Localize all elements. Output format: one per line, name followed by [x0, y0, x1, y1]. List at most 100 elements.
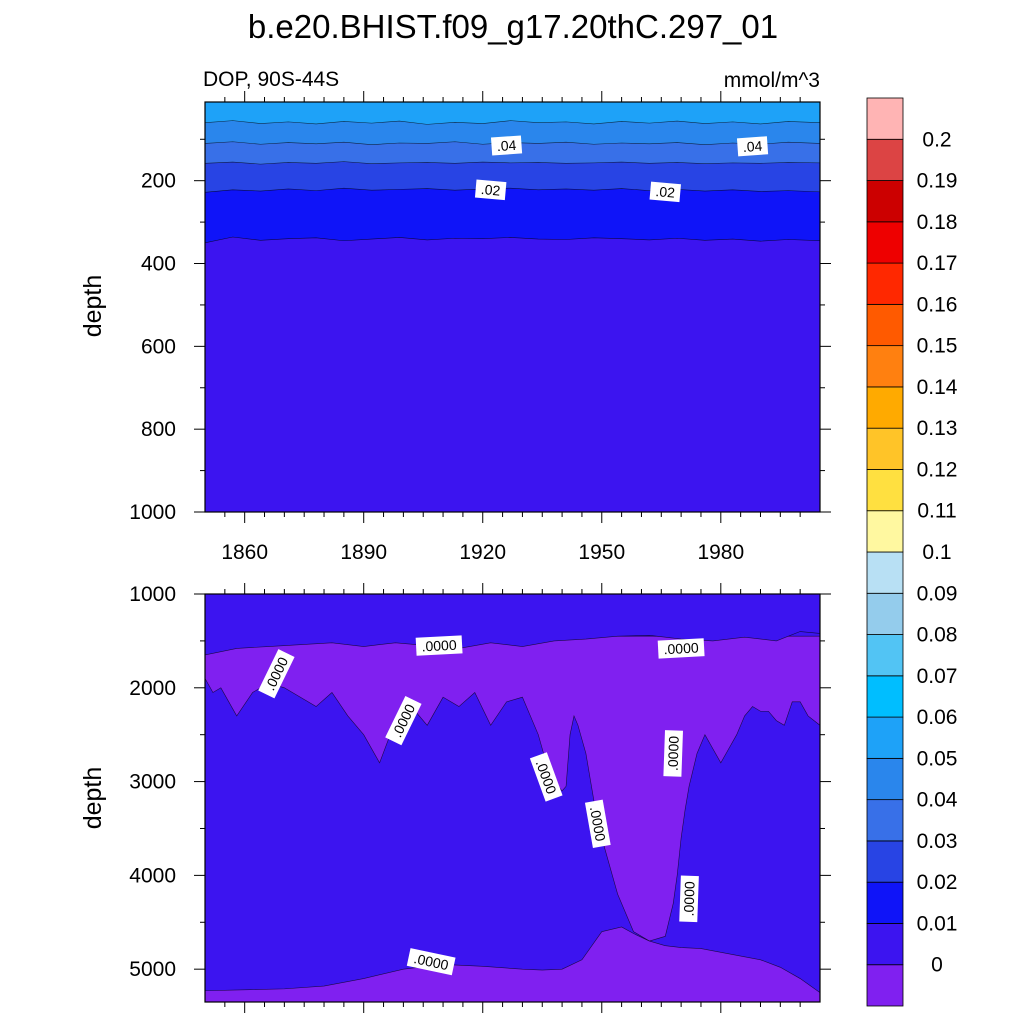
colorbar-label: 0.02 — [917, 871, 958, 894]
contour-band — [205, 102, 820, 125]
y-tick-label: 1000 — [129, 583, 176, 606]
y-tick-label: 3000 — [129, 771, 176, 794]
colorbar-swatch — [866, 551, 904, 594]
contour-label: .02 — [474, 179, 507, 201]
contour-region — [205, 594, 820, 656]
panel-fill — [205, 594, 820, 1002]
contour-label-text: .0000 — [587, 805, 609, 842]
colorbar-swatch — [866, 303, 904, 347]
plot-frame — [204, 593, 821, 1003]
colorbar-label: 0.12 — [917, 458, 958, 481]
colorbar-label: 0.09 — [917, 582, 958, 605]
panel-1: .04 .04 .02 .02 1860 1890 1920 1950 1980 200 400 60… — [129, 91, 831, 564]
colorbar-label: 0.03 — [917, 830, 958, 853]
colorbar-swatch — [866, 469, 904, 512]
y-tick-label: 5000 — [129, 958, 176, 981]
colorbar-label: 0.18 — [917, 211, 958, 234]
contour-region — [205, 926, 820, 1002]
contour-label-box — [679, 875, 699, 923]
colorbar-label: 0.16 — [917, 293, 958, 316]
panel-fill — [205, 102, 820, 512]
contour-label: .04 — [736, 136, 769, 157]
contour-label-text: .0000 — [412, 950, 450, 973]
colorbar-swatch — [866, 386, 904, 429]
contour-label-box — [584, 799, 611, 849]
colorbar-label: 0.05 — [917, 747, 958, 770]
y-tick-label: 800 — [141, 418, 176, 441]
contour-line — [205, 236, 820, 244]
contour-label-text: .0000 — [421, 637, 457, 655]
contour-label-box — [490, 135, 523, 156]
contour-label-box — [406, 948, 456, 976]
top-panel-subtitle-left: DOP, 90S-44S — [203, 68, 339, 91]
contour-label: .0000 — [406, 948, 456, 976]
contour-label-box — [657, 638, 705, 659]
contour-region — [205, 635, 820, 942]
colorbar-label: 0.1 — [922, 541, 951, 564]
colorbar-swatch — [866, 799, 904, 842]
colorbar-swatch — [866, 262, 904, 305]
contour-label-text: .02 — [655, 183, 676, 201]
contour-label-text: .0000 — [663, 639, 699, 657]
y-tick-label: 2000 — [129, 677, 176, 700]
colorbar-label: 0.15 — [917, 335, 958, 358]
chart-title: b.e20.BHIST.f09_g17.20thC.297_01 — [248, 8, 778, 45]
y-tick-label: 400 — [141, 253, 176, 276]
colorbar-swatch — [866, 345, 904, 388]
colorbar-swatch — [866, 634, 904, 677]
contour-label: .0000 — [415, 635, 463, 656]
colorbar-swatch — [866, 221, 904, 264]
colorbar-swatch — [866, 923, 904, 966]
contour-label-text: .0000 — [680, 881, 697, 917]
colorbar-legend: 0 0.01 0.02 0.03 0.04 0.05 0.06 0.07 0.08 0.09 0.1… — [866, 97, 958, 1007]
colorbar-label: 0.19 — [917, 170, 958, 193]
plot-frame — [204, 101, 821, 513]
colorbar-swatch — [866, 97, 904, 140]
colorbar-label: 0.04 — [917, 789, 958, 812]
colorbar-label: 0.17 — [917, 252, 958, 275]
colorbar-label: 0.01 — [917, 912, 958, 935]
colorbar-label: 0.08 — [917, 624, 958, 647]
colorbar-swatch — [866, 716, 904, 759]
x-tick-label: 1980 — [697, 541, 744, 564]
y-tick-label: 200 — [141, 170, 176, 193]
contour-label-text: .04 — [742, 138, 763, 155]
colorbar-label: 0.2 — [922, 128, 951, 151]
y-tick-label: 1000 — [129, 501, 176, 524]
y-tick-label: 4000 — [129, 864, 176, 887]
contour-label-box — [649, 181, 681, 203]
contour-label: .02 — [649, 181, 681, 203]
contour-label: .04 — [490, 135, 523, 156]
colorbar-label: 0.13 — [917, 417, 958, 440]
colorbar-swatch — [866, 592, 904, 635]
contour-label: .0000 — [663, 730, 683, 777]
contour-label-text: .02 — [480, 181, 501, 199]
panel-2: .0000.0000.0000.0000.0000.0000.0000.0000… — [129, 583, 831, 1013]
colorbar-swatch — [866, 510, 904, 553]
contour-label: .0000 — [657, 638, 705, 659]
top-panel-ylabel: depth — [79, 275, 107, 338]
colorbar-label: 0.07 — [917, 665, 958, 688]
x-tick-label: 1920 — [459, 541, 506, 564]
colorbar-label: 0.14 — [917, 376, 958, 399]
contour-label-text: .0000 — [665, 735, 682, 771]
colorbar-swatch — [866, 840, 904, 883]
colorbar-label: 0.06 — [917, 706, 958, 729]
colorbar-swatch — [866, 675, 904, 718]
contour-label: .0000 — [584, 799, 611, 849]
colorbar-swatch — [866, 757, 904, 801]
x-tick-label: 1890 — [340, 541, 387, 564]
contour-label-box — [258, 649, 295, 699]
bottom-panel-ylabel: depth — [79, 767, 107, 830]
colorbar-swatch — [866, 964, 904, 1007]
y-tick-label: 600 — [141, 335, 176, 358]
contour-line — [205, 120, 820, 125]
contour-line — [205, 187, 820, 193]
contour-line — [205, 161, 820, 165]
colorbar-swatch — [866, 180, 904, 223]
contour-label-box — [663, 730, 683, 777]
contour-label-box — [415, 635, 463, 656]
colorbar-swatch — [866, 427, 904, 470]
top-panel-subtitle-right: mmol/m^3 — [724, 69, 820, 92]
